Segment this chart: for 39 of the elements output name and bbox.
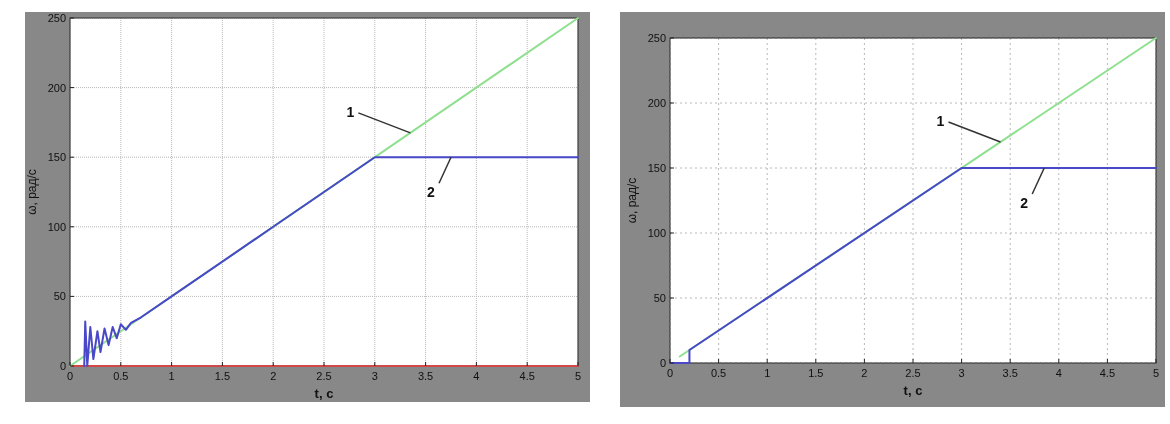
x-tick-label: 2.5 [905,367,921,379]
x-tick-label: 3 [958,367,965,379]
y-axis-title: ω, рад/с [25,169,39,215]
y-tick-label: 150 [47,151,66,164]
x-tick-label: 5 [574,370,582,382]
y-tick-label: 0 [659,357,666,369]
x-tick-label: 0 [66,370,74,382]
x-tick-label: 2.5 [316,370,332,382]
x-tick-label: 4 [1055,367,1062,379]
x-tick-label: 0.5 [710,367,727,379]
x-tick-label: 1 [764,367,771,379]
x-axis-title: t, с [903,383,923,398]
y-tick-label: 200 [647,97,666,109]
y-tick-label: 100 [47,220,66,233]
x-tick-label: 1 [168,370,175,382]
y-axis-title: ω, рад/с [625,177,639,224]
y-tick-label: 50 [53,290,66,303]
y-tick-label: 150 [647,162,666,174]
x-tick-label: 1.5 [214,370,231,382]
y-tick-label: 250 [47,12,66,24]
x-tick-label: 4.5 [1099,367,1116,379]
y-tick-label: 50 [653,292,666,304]
x-tick-label: 3.5 [417,370,434,382]
annotation: 1 [936,113,945,129]
x-tick-label: 4 [473,370,480,382]
x-tick-label: 3.5 [1002,367,1018,379]
x-tick-label: 2 [270,370,277,382]
x-tick-label: 5 [1152,367,1160,379]
x-tick-label: 0 [666,367,674,379]
y-tick-label: 250 [647,32,666,44]
y-tick-label: 100 [647,227,666,239]
y-tick-label: 200 [47,81,66,94]
annotation: 2 [1020,195,1029,211]
x-tick-label: 1.5 [808,367,824,379]
x-axis-title: t, с [314,386,334,401]
x-tick-label: 2 [861,367,868,379]
x-tick-label: 0.5 [113,370,129,382]
x-tick-label: 4.5 [519,370,535,382]
x-tick-label: 3 [371,370,378,382]
